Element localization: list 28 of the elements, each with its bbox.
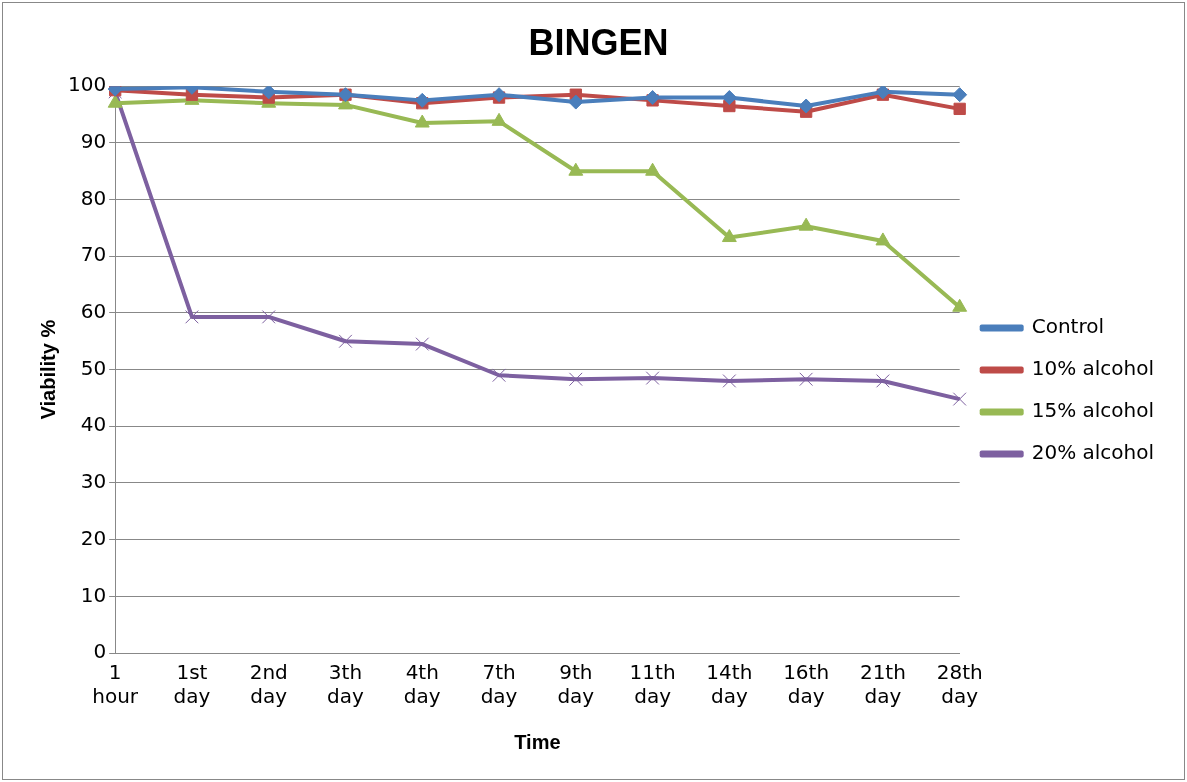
y-tick-label: 30 <box>80 469 107 494</box>
x-tick-label: 16th day <box>783 660 830 709</box>
x-tick-label: 11th day <box>629 660 676 709</box>
legend-label: 20% alcohol <box>1031 440 1154 465</box>
y-tick-label: 10 <box>80 582 107 607</box>
x-tick-label: 28th day <box>936 660 983 709</box>
y-axis-title: Viability % <box>36 319 59 420</box>
y-tick-label: 80 <box>80 185 107 210</box>
x-tick-label: 1st day <box>173 660 211 709</box>
x-tick-label: 9th day <box>557 660 595 709</box>
y-tick-label: 40 <box>80 412 107 437</box>
legend-label: Control <box>1031 314 1104 339</box>
chart-title: BINGEN <box>528 21 669 63</box>
x-tick-label: 14th day <box>706 660 753 709</box>
x-tick-label: 4th day <box>403 660 441 709</box>
y-tick-label: 50 <box>80 355 107 380</box>
y-tick-label: 90 <box>80 129 107 154</box>
y-tick-label: 100 <box>67 72 107 97</box>
y-tick-label: 70 <box>80 242 107 267</box>
x-tick-label: 3th day <box>327 660 365 709</box>
x-axis-title: Time <box>514 730 561 753</box>
y-tick-label: 60 <box>80 299 107 324</box>
legend-label: 10% alcohol <box>1031 356 1154 381</box>
x-tick-label: 21th day <box>859 660 906 709</box>
legend-label: 15% alcohol <box>1031 398 1154 423</box>
x-tick-label: 7th day <box>480 660 518 709</box>
y-tick-label: 20 <box>80 525 107 550</box>
x-tick-label: 2nd day <box>249 660 288 709</box>
